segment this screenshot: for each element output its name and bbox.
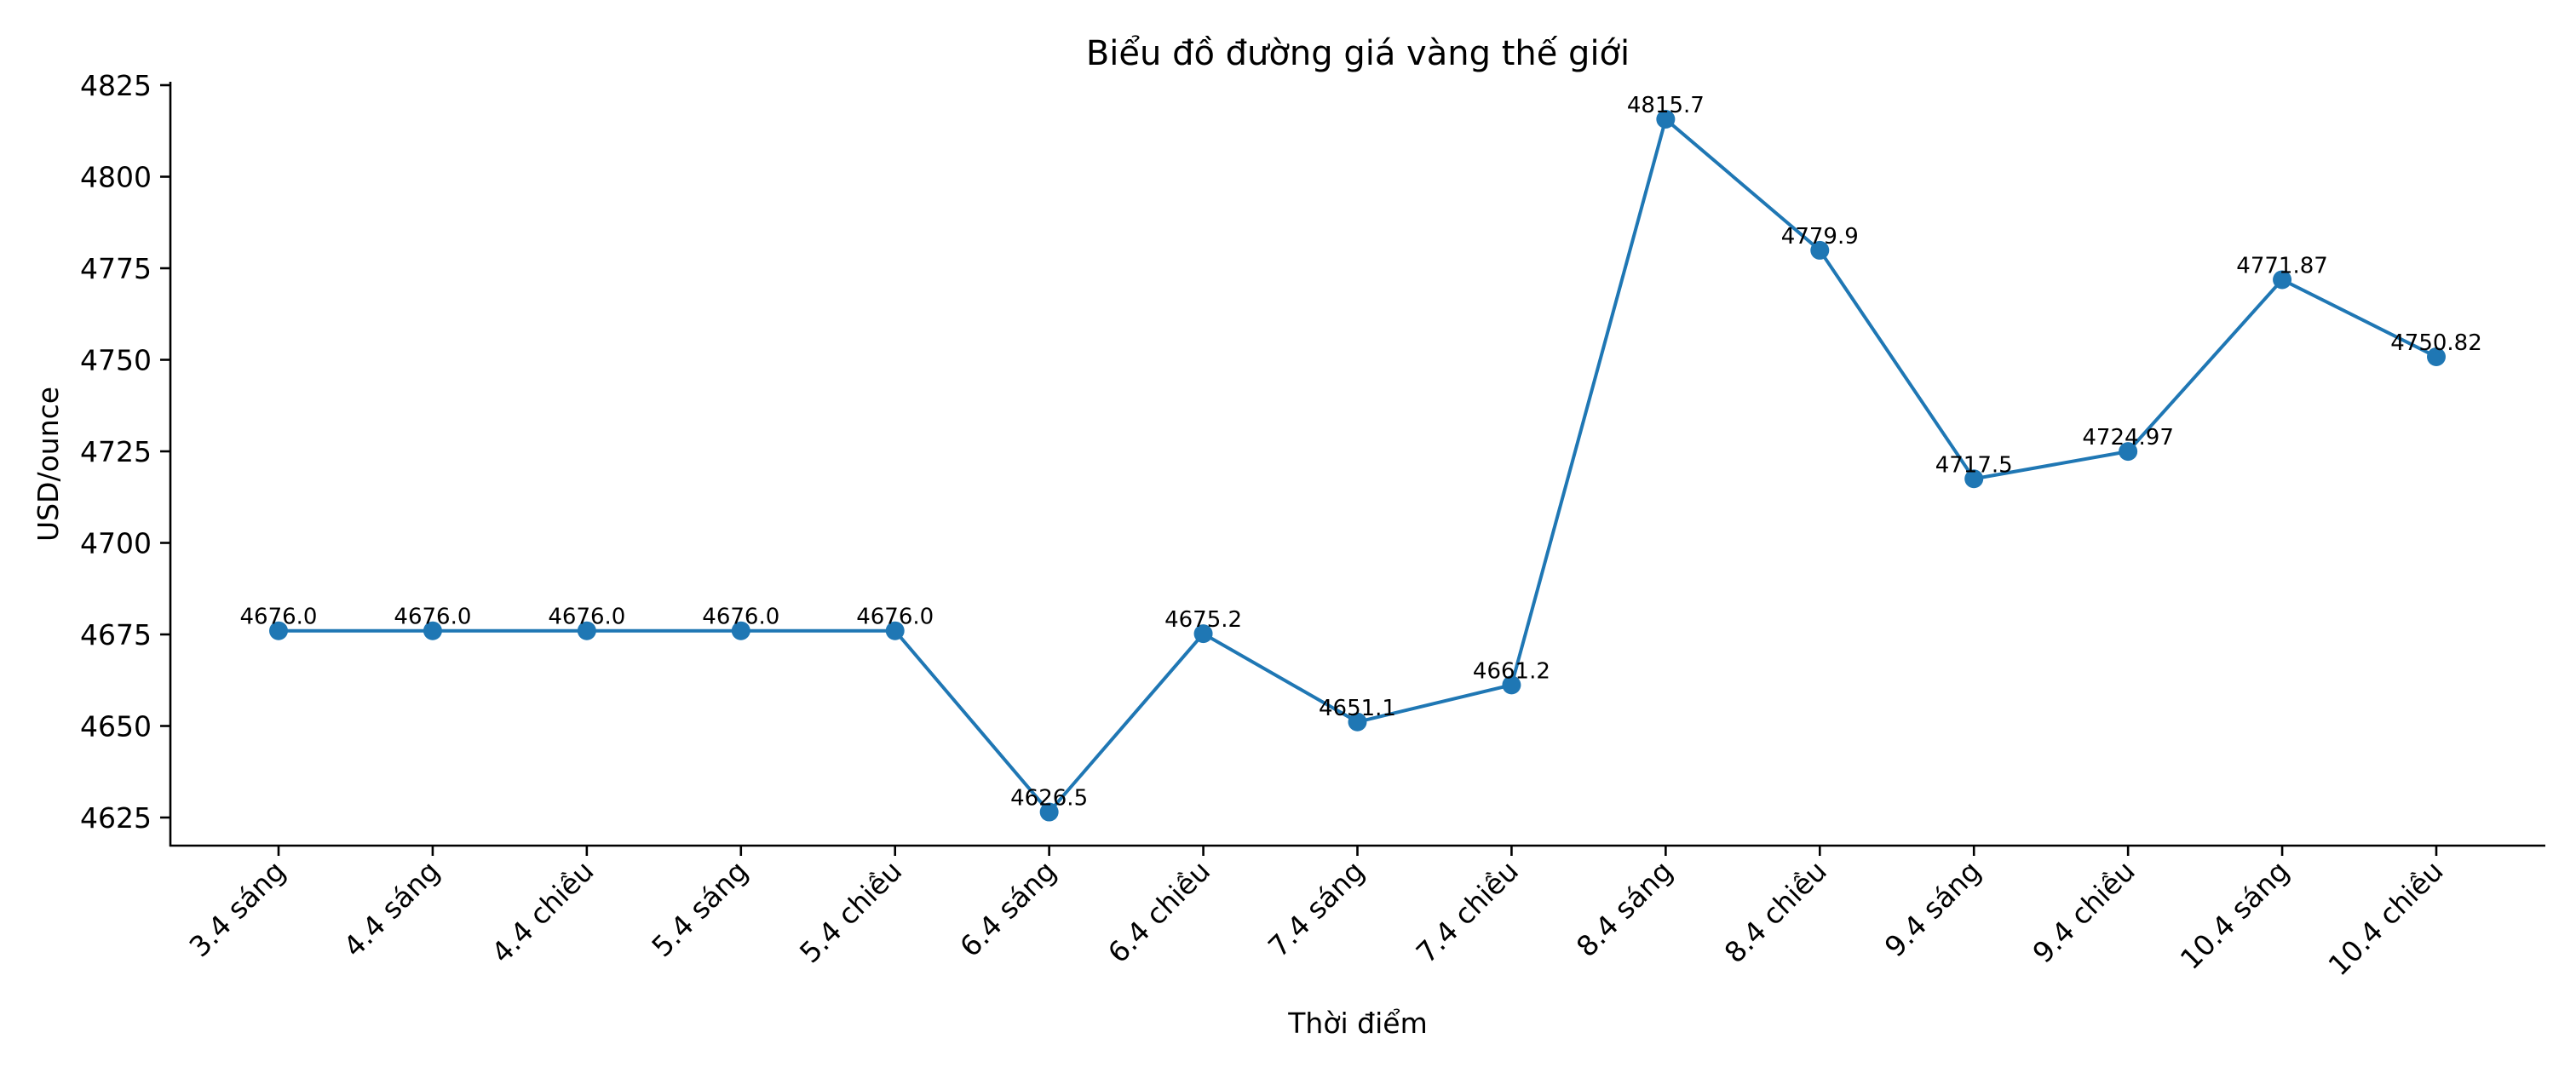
x-axis-ticks: 3.4 sáng 4.4 sáng 4.4 chiều 5.4 sáng 5.4 chi… [182, 846, 2450, 982]
data-point-marker [269, 621, 288, 640]
data-point-label: 4661.2 [1473, 658, 1550, 684]
data-point-marker [577, 621, 596, 640]
data-point-label: 4771.87 [2236, 253, 2328, 278]
data-point-label: 4717.5 [1935, 452, 2013, 478]
x-tick-label: 8.4 chiều [1718, 854, 1833, 969]
x-tick-label: 6.4 chiều [1101, 854, 1216, 969]
chart-title: Biểu đồ đường giá vàng thế giới [1086, 34, 1630, 73]
x-axis-label: Thời điểm [1287, 1007, 1428, 1040]
y-tick-label: 4825 [80, 69, 152, 102]
data-point-markers [269, 109, 2446, 822]
x-tick-label: 4.4 chiều [485, 854, 600, 969]
data-point-label: 4750.82 [2390, 330, 2482, 356]
x-tick-label: 9.4 sáng [1878, 854, 1987, 963]
x-tick-label: 9.4 chiều [2026, 854, 2141, 969]
data-point-label: 4676.0 [240, 605, 318, 630]
x-tick-label: 3.4 sáng [182, 854, 291, 963]
y-tick-label: 4625 [80, 801, 152, 835]
data-point-labels: 4676.0 4676.0 4676.0 4676.0 4676.0 4626.5 4675… [240, 93, 2482, 812]
data-point-label: 4676.0 [702, 605, 779, 630]
data-point-marker [2273, 270, 2292, 290]
x-tick-label: 8.4 sáng [1570, 854, 1679, 963]
x-tick-label: 7.4 sáng [1262, 854, 1371, 963]
y-tick-label: 4650 [80, 710, 152, 743]
data-point-marker [2427, 347, 2446, 366]
data-point-label: 4626.5 [1010, 786, 1088, 812]
data-point-label: 4675.2 [1164, 607, 1242, 633]
x-tick-label: 10.4 chiều [2321, 854, 2449, 982]
data-point-label: 4676.0 [856, 605, 934, 630]
x-tick-label: 5.4 sáng [645, 854, 754, 963]
y-tick-label: 4675 [80, 618, 152, 651]
data-point-marker [1039, 802, 1059, 822]
data-point-marker [2119, 442, 2138, 462]
data-point-label: 4724.97 [2082, 425, 2174, 450]
data-point-label: 4651.1 [1319, 696, 1396, 721]
x-tick-label: 4.4 sáng [336, 854, 446, 963]
data-point-label: 4815.7 [1627, 93, 1705, 118]
data-point-marker [731, 621, 750, 640]
y-axis-label: USD/ounce [32, 387, 65, 542]
y-tick-label: 4775 [80, 252, 152, 285]
data-point-marker [885, 621, 905, 640]
data-point-marker [1810, 240, 1830, 260]
data-point-marker [1656, 109, 1676, 129]
data-point-label: 4676.0 [548, 605, 625, 630]
y-tick-label: 4750 [80, 344, 152, 377]
y-axis-ticks: 4625 4650 4675 4700 4725 4750 4775 4800 4825 [80, 69, 170, 835]
x-tick-label: 6.4 sáng [953, 854, 1062, 963]
y-tick-label: 4725 [80, 435, 152, 468]
data-point-marker [1502, 675, 1521, 695]
x-tick-label: 5.4 chiều [793, 854, 908, 969]
y-tick-label: 4700 [80, 527, 152, 560]
y-tick-label: 4800 [80, 161, 152, 194]
data-point-marker [1348, 712, 1367, 732]
data-point-marker [423, 621, 442, 640]
data-point-marker [1193, 624, 1213, 644]
data-point-marker [1964, 469, 1984, 489]
data-point-label: 4779.9 [1781, 224, 1859, 250]
x-tick-label: 7.4 chiều [1410, 854, 1525, 969]
data-point-label: 4676.0 [394, 605, 471, 630]
x-tick-label: 10.4 sáng [2174, 854, 2296, 976]
